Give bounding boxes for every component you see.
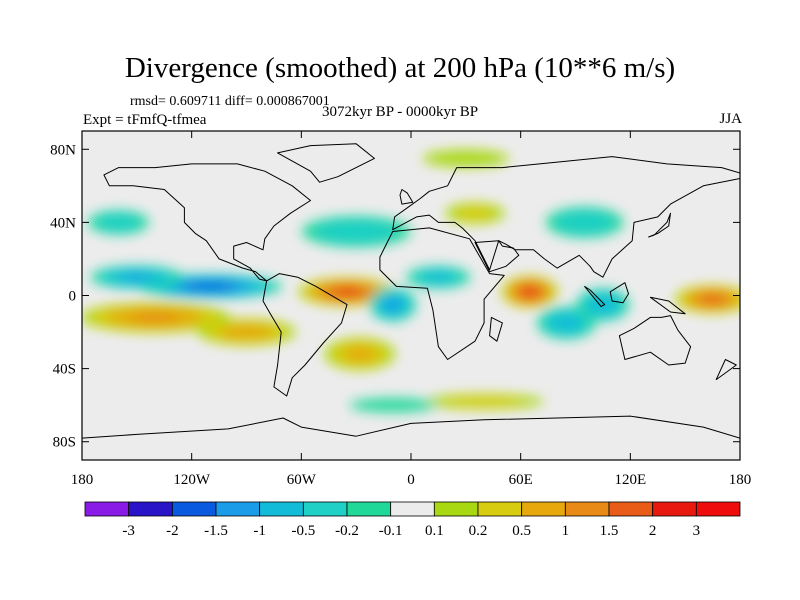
colorbar-swatch-1 (128, 501, 173, 517)
colorbar-swatch-11 (564, 501, 610, 517)
colorbar-swatch-0 (84, 501, 130, 517)
colorbar-label-7: 0.1 (425, 523, 444, 539)
colorbar-swatch-12 (608, 501, 654, 517)
coast-sumatra (584, 285, 606, 307)
colorbar-swatch-4 (259, 501, 304, 517)
colorbar-label-4: -0.5 (291, 523, 315, 539)
colorbar-swatch-7 (390, 501, 435, 517)
chart-title: Divergence (smoothed) at 200 hPa (10**6 … (124, 52, 676, 84)
x-tick-label-4: 60E (509, 472, 533, 488)
colorbar-label-13: 3 (693, 523, 701, 539)
south-pacific-positive-contour-3 (130, 312, 180, 323)
colorbar-label-9: 0.5 (512, 523, 531, 539)
europe-positive-contour-1 (454, 206, 496, 221)
colorbar-label-1: -2 (166, 523, 179, 539)
y-tick-label-1: 40N (50, 215, 76, 231)
colorbar-swatch-5 (302, 501, 348, 517)
amazon-peak-contour-5 (337, 289, 357, 295)
season-label: JJA (719, 111, 742, 127)
coast-madagascar (489, 316, 503, 342)
west-african-negative-contour-2 (423, 271, 454, 283)
southern-ocean-negative-contour-0 (349, 397, 436, 413)
coast-new-zealand (715, 359, 737, 381)
asia-negative-contour-1 (554, 210, 615, 235)
x-tick-label-5: 120E (614, 472, 646, 488)
y-tick-label-4: 80S (53, 435, 76, 451)
colorbar-swatch-8 (433, 501, 479, 517)
experiment-label: Expt = tFmfQ-tfmea (83, 112, 207, 128)
x-tick-label-6: 180 (729, 472, 752, 488)
coast-greenland (277, 143, 375, 183)
colorbar-label-5: -0.2 (335, 523, 359, 539)
colorbar-label-0: -3 (122, 523, 135, 539)
coast-new-guinea (649, 296, 686, 315)
colorbar: -3 -2 -1.5 -1 -0.5 -0.2 -0.1 0.1 0.2 0.5 1 1.5 2 3 (84, 501, 741, 539)
colorbar-label-2: -1.5 (204, 523, 228, 539)
colorbar-swatch-2 (171, 501, 217, 517)
coast-antarctica (82, 415, 740, 439)
colorbar-swatch-10 (521, 501, 566, 517)
indian-negative-contour-2 (549, 313, 583, 333)
coast-uk (399, 189, 414, 205)
coast-south-america (262, 273, 348, 397)
coast-eurasia (392, 156, 740, 278)
y-tick-label-0: 80N (50, 142, 76, 158)
x-tick-label-2: 60W (287, 472, 317, 488)
colorbar-swatch-14 (695, 501, 741, 517)
south-atlantic-positive-contour-2 (343, 346, 377, 362)
colorbar-label-10: 1 (562, 523, 570, 539)
coast-africa (379, 227, 505, 360)
coast-arabia (474, 240, 520, 273)
atlantic-negative-contour-3 (384, 298, 402, 311)
colorbar-swatch-3 (215, 501, 261, 517)
y-tick-label-2: 0 (69, 289, 77, 305)
colorbar-label-11: 1.5 (600, 523, 619, 539)
colorbar-label-3: -1 (253, 523, 266, 539)
coast-australia (618, 315, 692, 366)
coast-japan (648, 212, 671, 238)
coastline (82, 143, 740, 439)
north-atlantic-negative-contour-1 (314, 219, 398, 244)
period-label: 3072kyr BP - 0000kyr BP (321, 104, 479, 120)
se-pacific-orange-contour-2 (219, 324, 274, 340)
x-tick-label-0: 180 (71, 472, 94, 488)
x-tick-label-3: 0 (407, 472, 415, 488)
maritime-negative-contour-2 (587, 294, 619, 315)
colorbar-label-6: -0.1 (379, 523, 403, 539)
southern-ocean-positive-contour-1 (442, 396, 526, 407)
central-pacific-negative-contour-3 (124, 274, 150, 281)
coast-borneo (609, 282, 629, 304)
colorbar-label-12: 2 (649, 523, 657, 539)
x-tick-label-1: 120W (173, 472, 211, 488)
y-tick-label-3: 40S (53, 362, 76, 378)
east-pacific-trough-contour-4 (183, 281, 237, 291)
colorbar-label-8: 0.2 (469, 523, 488, 539)
north-pacific-mixed-contour-1 (96, 213, 141, 232)
colorbar-swatch-9 (477, 501, 523, 517)
coast-north-america (103, 163, 311, 282)
west-pacific-peak-contour-4 (700, 294, 725, 304)
indian-ocean-peak-contour-5 (523, 288, 536, 296)
colorbar-swatch-13 (652, 501, 697, 517)
colorbar-swatch-6 (346, 501, 392, 517)
stats-text: rmsd= 0.609711 diff= 0.000867001 (130, 94, 330, 109)
arctic-positive-contour-0 (422, 149, 509, 168)
